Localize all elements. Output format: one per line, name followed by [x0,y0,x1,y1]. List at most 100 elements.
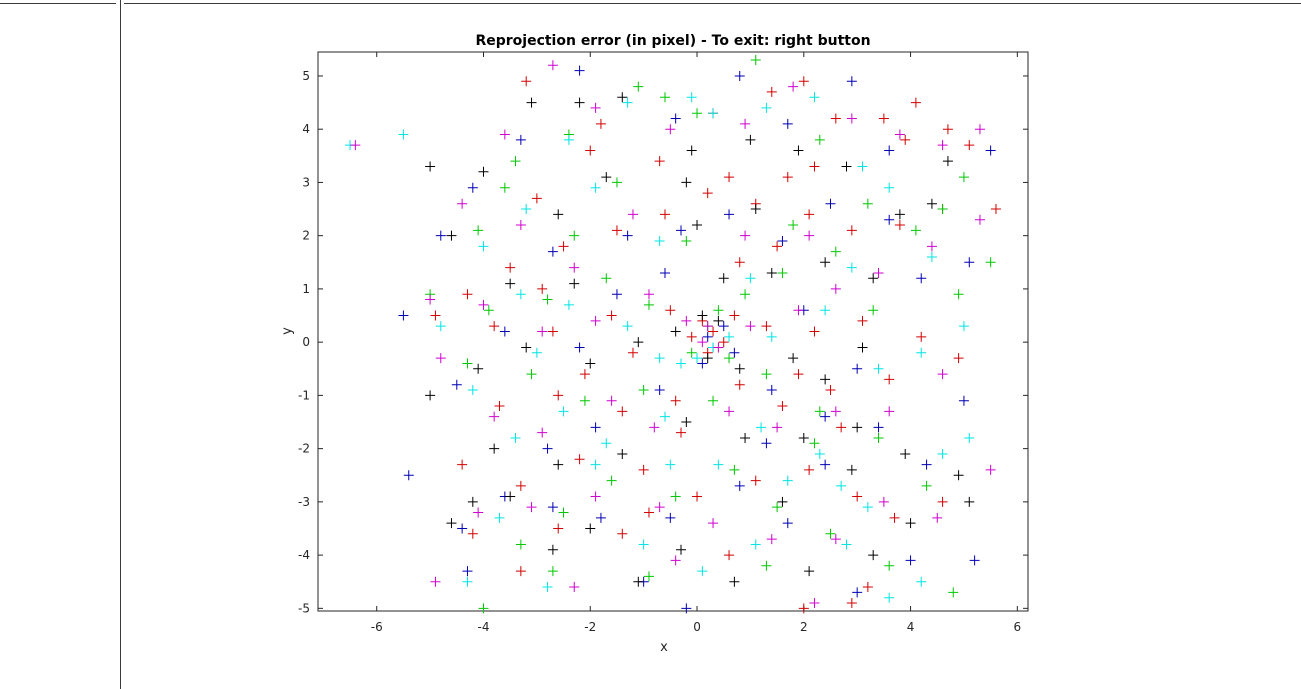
data-point-blue [467,182,478,193]
data-point-red [515,566,526,577]
data-point-red [798,76,809,87]
data-point-green [579,395,590,406]
data-point-green [542,294,553,305]
data-point-cyan [809,92,820,103]
data-point-red [676,427,687,438]
data-point-magenta [878,496,889,507]
data-point-black [841,161,852,172]
data-point-cyan [686,92,697,103]
data-point-green [953,289,964,300]
data-point-red [804,209,815,220]
data-point-red [798,603,809,614]
data-point-magenta [606,395,617,406]
data-point-magenta [830,534,841,545]
data-point-red [659,209,670,220]
data-point-blue [782,518,793,529]
data-point-black [734,363,745,374]
data-point-magenta [830,283,841,294]
data-point-red [654,156,665,167]
data-point-red [643,507,654,518]
data-point-red [990,204,1001,215]
data-point-red [836,422,847,433]
data-point-red [937,496,948,507]
data-point-magenta [713,342,724,353]
data-point-blue [574,65,585,76]
data-point-black [894,209,905,220]
data-point-magenta [793,305,804,316]
data-point-cyan [515,289,526,300]
data-point-black [750,204,761,215]
data-point-green [772,502,783,513]
data-point-black [766,267,777,278]
data-point-red [692,491,703,502]
data-point-magenta [740,118,751,129]
data-point-red [846,598,857,609]
data-point-red [782,172,793,183]
data-point-magenta [457,198,468,209]
y-tick-label: 2 [302,229,310,243]
data-point-cyan [782,475,793,486]
data-point-magenta [697,337,708,348]
data-point-red [777,401,788,412]
data-point-cyan [964,432,975,443]
data-point-red [611,225,622,236]
data-point-cyan [563,134,574,145]
data-point-black [446,230,457,241]
data-point-black [788,353,799,364]
data-point-cyan [521,204,532,215]
data-point-black [617,92,628,103]
data-point-red [900,134,911,145]
data-point-magenta [846,113,857,124]
data-point-blue [916,273,927,284]
data-point-red [793,369,804,380]
data-point-black [478,166,489,177]
data-point-black [526,97,537,108]
left-panel-divider [0,3,116,4]
data-point-red [916,331,927,342]
y-tick-label: 5 [302,69,310,83]
data-point-magenta [473,507,484,518]
data-point-black [489,443,500,454]
data-point-magenta [425,294,436,305]
data-point-green [788,220,799,231]
data-point-magenta [804,230,815,241]
data-point-blue [542,443,553,454]
data-point-blue [825,198,836,209]
data-point-blue [969,555,980,566]
data-point-blue [820,459,831,470]
data-point-red [804,464,815,475]
data-point-magenta [809,598,820,609]
data-point-magenta [974,214,985,225]
data-point-cyan [713,459,724,470]
data-point-black [681,177,692,188]
data-point-black [953,470,964,481]
data-point-cyan [478,241,489,252]
data-point-magenta [745,321,756,332]
data-point-cyan [467,385,478,396]
data-point-black [681,417,692,428]
data-point-cyan [622,321,633,332]
data-point-red [761,321,772,332]
data-point-cyan [884,182,895,193]
data-point-green [750,54,761,65]
data-point-black [852,422,863,433]
data-point-blue [622,230,633,241]
data-point-red [846,225,857,236]
data-point-cyan [601,438,612,449]
data-point-blue [398,310,409,321]
data-point-red [579,369,590,380]
data-point-red [889,512,900,523]
data-point-black [868,550,879,561]
x-tick-label: 6 [1014,620,1022,634]
data-point-green [478,603,489,614]
data-point-red [852,491,863,502]
data-point-cyan [926,251,937,262]
y-tick-label: 1 [302,282,310,296]
data-point-cyan [836,480,847,491]
data-point-blue [676,225,687,236]
data-point-blue [766,385,777,396]
data-point-blue [435,230,446,241]
data-point-blue [595,512,606,523]
